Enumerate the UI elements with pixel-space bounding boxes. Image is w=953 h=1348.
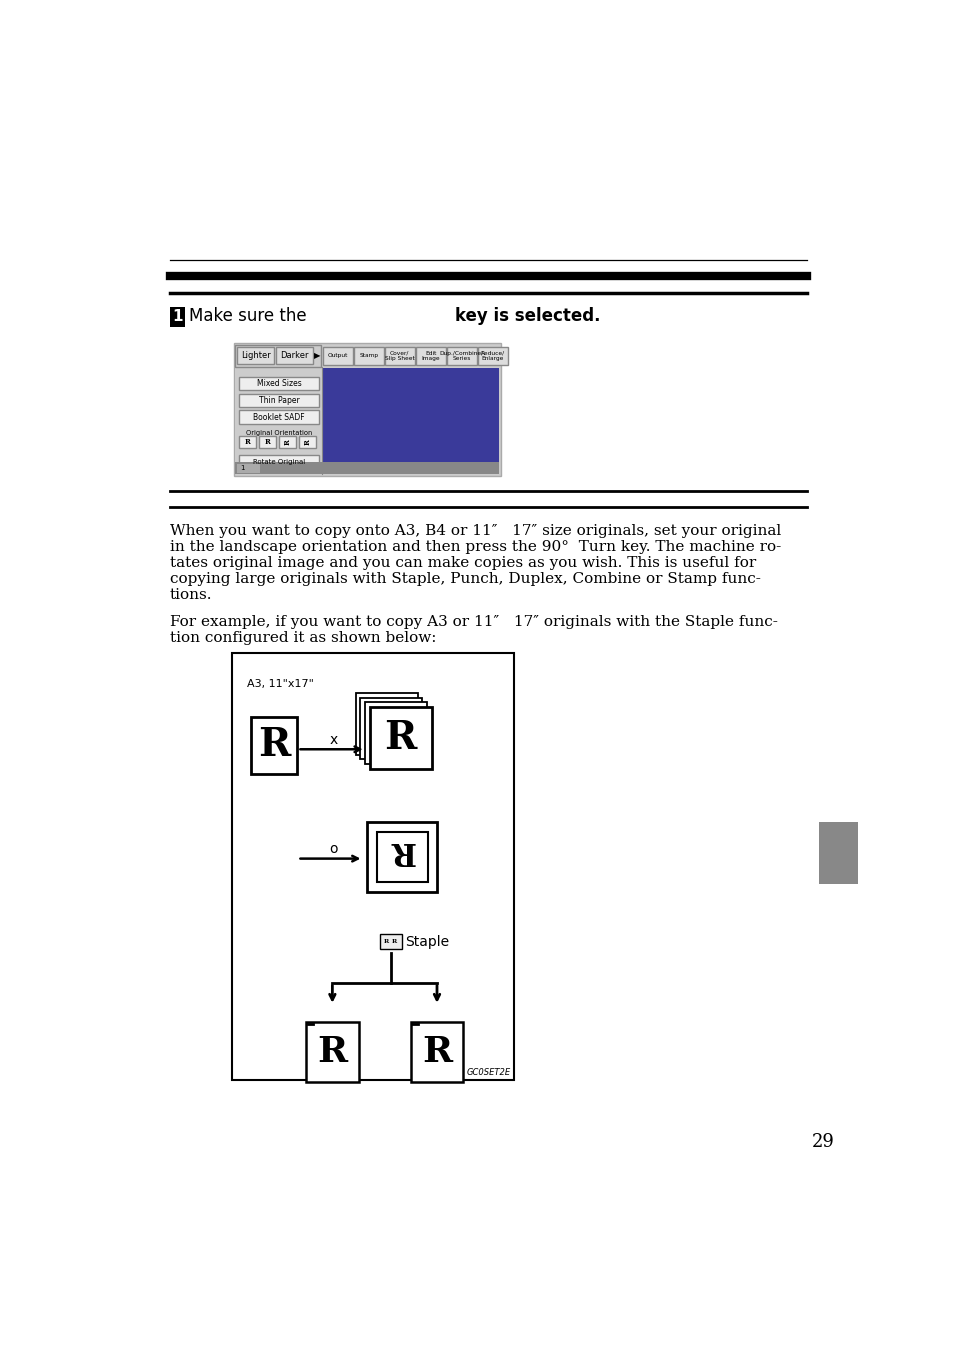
Text: 29: 29 [810,1132,833,1151]
Text: copying large originals with Staple, Punch, Duplex, Combine or Stamp func-: copying large originals with Staple, Pun… [170,572,760,586]
Text: R: R [392,940,396,944]
Text: x: x [329,733,337,747]
Text: 1: 1 [172,309,182,324]
Bar [298,435,315,448]
Bar [376,832,427,883]
Text: R: R [389,836,415,867]
Bar [238,435,255,448]
Text: R: R [383,940,388,944]
Text: GC0SET2E: GC0SET2E [466,1068,510,1077]
Bar [385,346,415,365]
Bar [360,698,422,759]
Bar [447,346,476,365]
Text: Cover/
Slip Sheet: Cover/ Slip Sheet [384,350,415,361]
Text: Thin Paper: Thin Paper [258,396,299,404]
Text: tions.: tions. [170,588,212,603]
Text: Booklet SADF: Booklet SADF [253,412,304,422]
Text: When you want to copy onto A3, B4 or 11″   17″ size originals, set your original: When you want to copy onto A3, B4 or 11″… [170,523,781,538]
Bar [275,348,313,364]
Bar [236,464,260,473]
Bar [369,706,431,768]
Bar [322,368,498,474]
Text: Mixed Sizes: Mixed Sizes [256,379,301,388]
Text: Rotate Original: Rotate Original [253,460,305,465]
Text: A3, 11"x17": A3, 11"x17" [247,679,314,689]
Text: Make sure the: Make sure the [189,307,306,325]
Bar [233,344,500,476]
Text: in the landscape orientation and then press the 90°  Turn key. The machine ro-: in the landscape orientation and then pr… [170,539,781,554]
Bar [238,411,319,423]
Text: Staple: Staple [405,934,449,949]
Bar [170,306,185,326]
Text: Lighter: Lighter [240,352,271,360]
Bar [306,1022,358,1082]
Bar [355,693,417,755]
Text: 1: 1 [240,465,244,472]
Bar [235,368,322,474]
Bar [354,346,383,365]
Text: Darker: Darker [280,352,309,360]
Bar [416,346,445,365]
Text: Original Orientation: Original Orientation [246,430,312,435]
Bar [367,822,436,892]
Bar [323,346,353,365]
Bar [238,456,319,468]
Text: R: R [264,438,270,446]
Bar [410,1022,463,1082]
Text: R: R [384,718,416,756]
Text: Dup./Combine/
Series: Dup./Combine/ Series [439,350,483,361]
Bar [238,394,319,407]
Text: ▶: ▶ [314,352,320,360]
Bar [238,376,319,390]
Text: tates original image and you can make copies as you wish. This is useful for: tates original image and you can make co… [170,555,755,570]
Text: o: o [329,842,337,856]
Bar [278,435,295,448]
Bar [819,822,857,884]
Text: R: R [244,438,250,446]
Text: Stamp: Stamp [359,353,378,359]
Text: tion configured it as shown below:: tion configured it as shown below: [170,631,436,646]
Bar [365,702,427,764]
Bar [235,462,498,474]
Bar [251,717,297,774]
Bar [232,652,514,1080]
Bar [235,345,320,367]
Bar [258,435,275,448]
Text: R: R [317,1035,347,1069]
Text: R: R [258,727,290,764]
Text: R: R [303,439,312,445]
Bar [477,346,507,365]
Text: R: R [283,439,291,445]
Bar [236,348,274,364]
Text: For example, if you want to copy A3 or 11″   17″ originals with the Staple func-: For example, if you want to copy A3 or 1… [170,615,777,630]
Text: key is selected.: key is selected. [455,307,599,325]
Text: Reduce/
Enlarge: Reduce/ Enlarge [480,350,504,361]
Bar [380,934,402,949]
Text: Edit
Image: Edit Image [421,350,439,361]
Text: Output: Output [327,353,348,359]
Bar [235,345,498,367]
Text: R: R [421,1035,452,1069]
